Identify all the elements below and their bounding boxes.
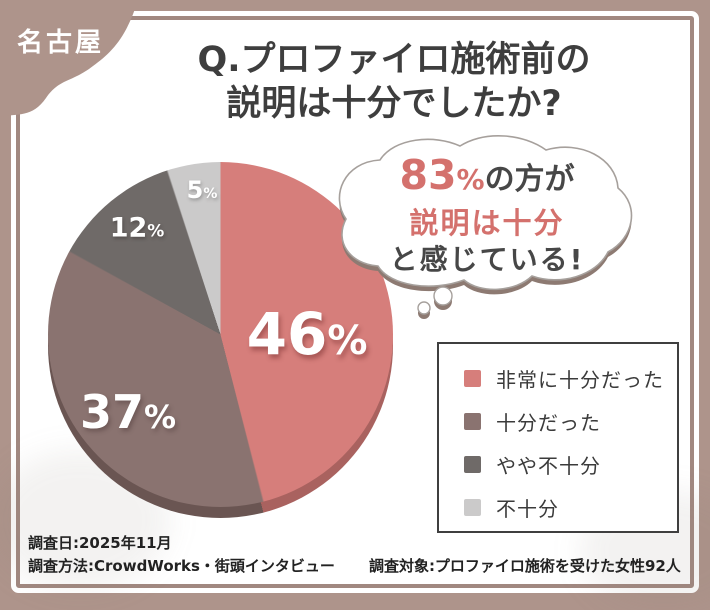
legend-item-3: やや不十分 <box>464 443 677 486</box>
chart-legend: 非常に十分だった 十分だった やや不十分 不十分 <box>437 342 679 533</box>
survey-date: 調査日:2025年11月 <box>28 534 172 552</box>
bubble-line3: と感じている! <box>389 243 585 276</box>
survey-method: 調査方法:CrowdWorks・街頭インタビュー <box>28 557 335 575</box>
legend-item-4: 不十分 <box>464 486 677 529</box>
title-line1: Q.プロファイロ施術前の <box>197 40 591 80</box>
legend-swatch-somewhat-insufficient <box>464 456 481 473</box>
survey-subject: 調査対象:プロファイロ施術を受けた女性92人 <box>368 557 681 575</box>
page-title: Q.プロファイロ施術前の 説明は十分でしたか? <box>155 38 633 126</box>
bubble-line1: 83%の方が <box>399 151 575 199</box>
bubble-line2: 説明は十分 <box>409 206 565 240</box>
region-badge: 名古屋 <box>17 28 105 58</box>
pie-label-slice4: 5% <box>186 176 218 204</box>
thought-bubble-shape <box>338 135 633 319</box>
pie-label-slice1: 46% <box>246 300 368 368</box>
legend-item-1: 非常に十分だった <box>464 357 677 400</box>
title-line2: 説明は十分でしたか? <box>226 84 562 124</box>
thought-bubble-text: 83%の方が 説明は十分 と感じている! <box>353 150 621 279</box>
legend-swatch-sufficient <box>464 413 481 430</box>
legend-swatch-insufficient <box>464 499 481 516</box>
pie-chart: 46% 37% 12% 5% <box>48 162 393 518</box>
survey-method-subject: 調査方法:CrowdWorks・街頭インタビュー 調査対象:プロファイロ施術を受け… <box>28 555 681 578</box>
pie-circle <box>48 162 393 507</box>
pie-label-slice3: 12% <box>109 212 165 244</box>
corner-blob-shape <box>0 0 138 117</box>
survey-info: 調査日:2025年11月 調査方法:CrowdWorks・街頭インタビュー 調査対… <box>28 532 681 578</box>
legend-swatch-very-sufficient <box>464 370 481 387</box>
pie-label-slice2: 37% <box>79 385 177 439</box>
legend-item-2: 十分だった <box>464 400 677 443</box>
